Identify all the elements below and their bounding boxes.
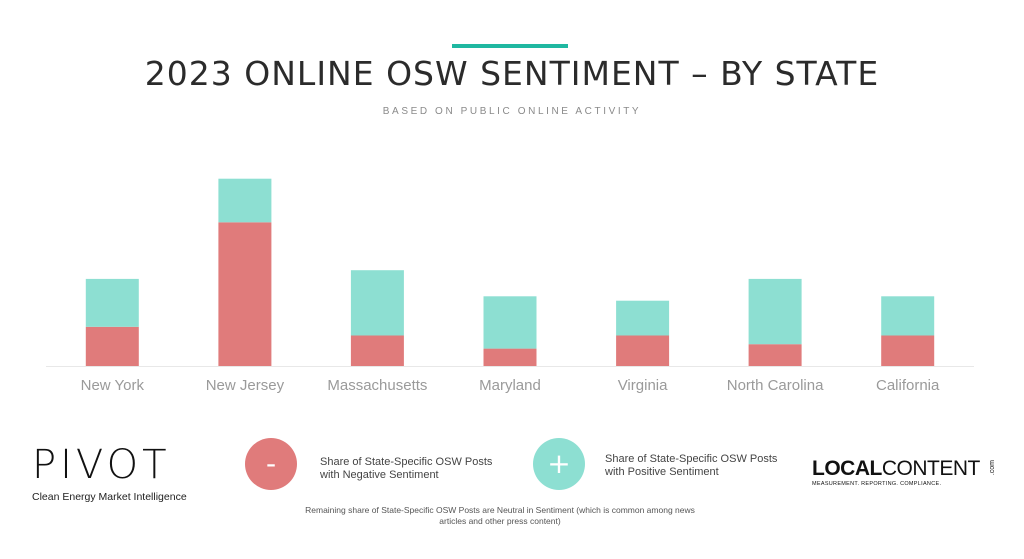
bar-negative-maryland bbox=[483, 348, 537, 366]
bar-chart: New York New Jersey Massachusetts Maryland V… bbox=[46, 178, 974, 394]
localcontent-wordmark-light: CONTENT bbox=[881, 457, 981, 480]
bar-negative-new-jersey bbox=[218, 222, 272, 366]
bar-negative-massachusetts bbox=[350, 335, 404, 366]
bar-negative-north-carolina bbox=[748, 344, 802, 366]
bar-positive-new-york bbox=[85, 278, 139, 327]
x-tick-label: Maryland bbox=[479, 377, 541, 394]
localcontent-wordmark: LOCALCONTENT bbox=[812, 458, 980, 480]
bar-positive-california bbox=[881, 296, 935, 336]
x-tick-label: New York bbox=[81, 377, 145, 394]
x-tick-label: North Carolina bbox=[727, 377, 824, 394]
neutral-footnote: Remaining share of State-Specific OSW Po… bbox=[305, 505, 695, 526]
bar-negative-virginia bbox=[616, 335, 670, 366]
bar-positive-new-jersey bbox=[218, 178, 272, 223]
pivot-tagline: Clean Energy Market Intelligence bbox=[32, 491, 187, 503]
legend-positive-swatch: + bbox=[533, 438, 585, 490]
x-tick-label: California bbox=[876, 377, 940, 394]
bar-negative-new-york bbox=[85, 326, 139, 366]
title-accent-rule bbox=[452, 44, 568, 48]
pivot-logo: PIVOT bbox=[32, 442, 171, 488]
bar-positive-massachusetts bbox=[350, 270, 404, 336]
legend-positive-label: Share of State-Specific OSW Posts with P… bbox=[605, 453, 778, 478]
localcontent-tld: .com bbox=[989, 460, 996, 476]
x-tick-label: Massachusetts bbox=[327, 377, 427, 394]
chart-title: 2023 ONLINE OSW SENTIMENT – BY STATE bbox=[144, 54, 880, 93]
legend-negative-swatch: - bbox=[245, 438, 297, 490]
localcontent-tagline: MEASUREMENT. REPORTING. COMPLIANCE. bbox=[812, 481, 942, 487]
localcontent-logo: LOCALCONTENT .com MEASUREMENT. REPORTING… bbox=[812, 458, 996, 492]
bar-negative-california bbox=[881, 335, 935, 366]
localcontent-wordmark-bold: LOCAL bbox=[812, 457, 882, 480]
x-tick-label: Virginia bbox=[618, 377, 668, 394]
legend-negative-label: Share of State-Specific OSW Posts with N… bbox=[320, 456, 493, 481]
bar-positive-virginia bbox=[616, 300, 670, 336]
bar-positive-north-carolina bbox=[748, 278, 802, 345]
bar-positive-maryland bbox=[483, 296, 537, 349]
x-tick-label: New Jersey bbox=[206, 377, 285, 394]
chart-subtitle: BASED ON PUBLIC ONLINE ACTIVITY bbox=[382, 106, 642, 117]
